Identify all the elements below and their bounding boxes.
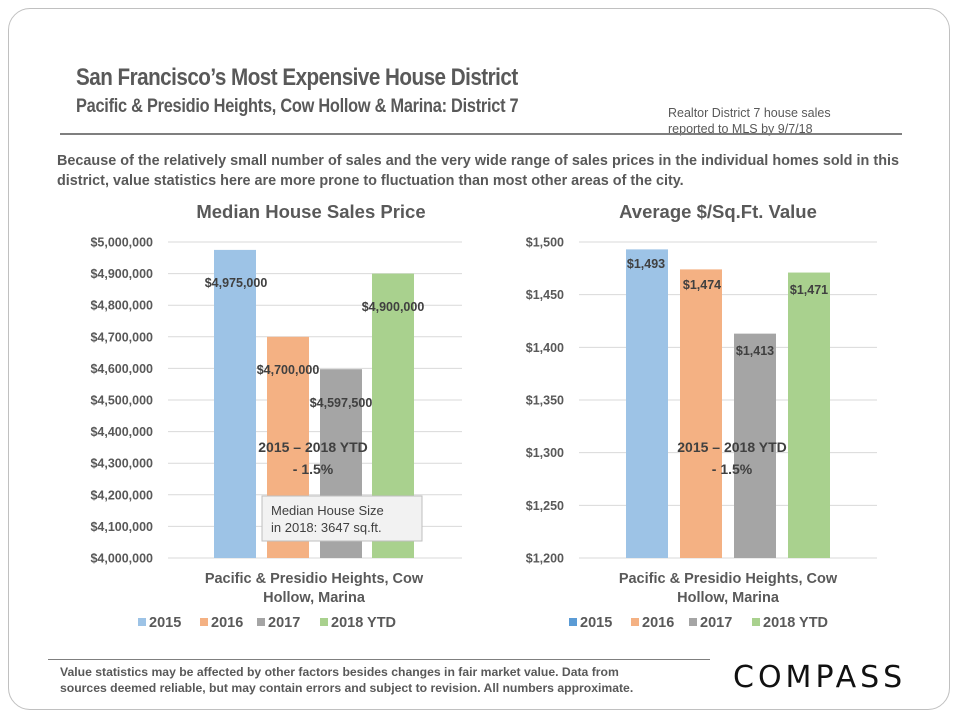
bar-2017: [734, 333, 776, 558]
legend-label: 2018 YTD: [763, 615, 828, 631]
category-label: Pacific & Presidio Heights, Cow: [619, 571, 838, 587]
y-tick-label: $4,800,000: [90, 299, 153, 313]
legend-swatch-2016: [200, 618, 208, 626]
data-label: $4,975,000: [205, 276, 268, 290]
legend-label: 2018 YTD: [331, 615, 396, 631]
footer-divider: [48, 659, 710, 660]
y-tick-label: $4,900,000: [90, 267, 153, 281]
category-label: Pacific & Presidio Heights, Cow: [205, 571, 424, 587]
y-tick-label: $4,300,000: [90, 457, 153, 471]
disclaimer: Value statistics may be affected by othe…: [60, 664, 710, 696]
y-tick-label: $5,000,000: [90, 236, 153, 250]
y-tick-label: $1,400: [526, 341, 564, 355]
compass-logo: COMPASS: [733, 660, 907, 695]
intro-text: Because of the relatively small number o…: [57, 153, 899, 189]
y-tick-label: $1,200: [526, 552, 564, 566]
y-tick-label: $4,000,000: [90, 552, 153, 566]
page-subtitle: Pacific & Presidio Heights, Cow Hollow &…: [76, 96, 519, 117]
y-tick-label: $1,250: [526, 499, 564, 513]
data-label: $1,493: [627, 257, 665, 271]
legend-swatch-2017: [257, 618, 265, 626]
y-tick-label: $1,300: [526, 446, 564, 460]
change-annotation-line2: - 1.5%: [712, 461, 753, 477]
y-tick-label: $4,400,000: [90, 425, 153, 439]
legend-swatch-2017: [689, 618, 697, 626]
slide-frame: [8, 8, 950, 710]
legend-label: 2015: [580, 615, 612, 631]
data-label: $1,474: [683, 278, 721, 292]
y-tick-label: $4,100,000: [90, 520, 153, 534]
data-label: $4,700,000: [257, 363, 320, 377]
y-tick-label: $1,450: [526, 288, 564, 302]
y-tick-label: $4,200,000: [90, 488, 153, 502]
source-note: Realtor District 7 house sales reported …: [668, 105, 831, 137]
category-label: Hollow, Marina: [263, 590, 366, 606]
source-note-line1: Realtor District 7 house sales: [668, 106, 831, 120]
legend-label: 2016: [211, 615, 243, 631]
y-tick-label: $4,700,000: [90, 330, 153, 344]
disclaimer-line2: sources deemed reliable, but may contain…: [60, 681, 634, 695]
chart-title: Average $/Sq.Ft. Value: [619, 201, 817, 222]
disclaimer-line1: Value statistics may be affected by othe…: [60, 665, 619, 679]
legend-label: 2015: [149, 615, 181, 631]
y-tick-label: $1,500: [526, 236, 564, 250]
source-note-line2: reported to MLS by 9/7/18: [668, 122, 813, 136]
header-divider: [60, 133, 902, 135]
data-label: $4,597,500: [310, 396, 373, 410]
legend-swatch-2015: [569, 618, 577, 626]
data-label: $1,471: [790, 283, 828, 297]
legend-swatch-2016: [631, 618, 639, 626]
bar-2018-ytd: [788, 272, 830, 558]
legend-swatch-2018-ytd: [752, 618, 760, 626]
legend-label: 2017: [268, 615, 300, 631]
callout-box: [261, 495, 423, 542]
change-annotation-line2: - 1.5%: [293, 461, 334, 477]
data-label: $1,413: [736, 344, 774, 358]
legend-label: 2016: [642, 615, 674, 631]
category-label: Hollow, Marina: [677, 590, 780, 606]
data-label: $4,900,000: [362, 300, 425, 314]
y-tick-label: $1,350: [526, 394, 564, 408]
callout-line1: Median House Size: [271, 503, 384, 518]
chart-title: Median House Sales Price: [196, 201, 425, 222]
change-annotation-line1: 2015 – 2018 YTD: [677, 439, 787, 455]
change-annotation-line1: 2015 – 2018 YTD: [258, 439, 368, 455]
y-tick-label: $4,500,000: [90, 394, 153, 408]
legend-swatch-2018-ytd: [320, 618, 328, 626]
legend-label: 2017: [700, 615, 732, 631]
callout-line2: in 2018: 3647 sq.ft.: [271, 520, 382, 535]
bar-2016: [680, 269, 722, 558]
page-title: San Francisco’s Most Expensive House Dis…: [76, 64, 518, 91]
bar-2015: [214, 249, 256, 558]
legend-swatch-2015: [138, 618, 146, 626]
y-tick-label: $4,600,000: [90, 362, 153, 376]
bar-2015: [626, 249, 668, 558]
